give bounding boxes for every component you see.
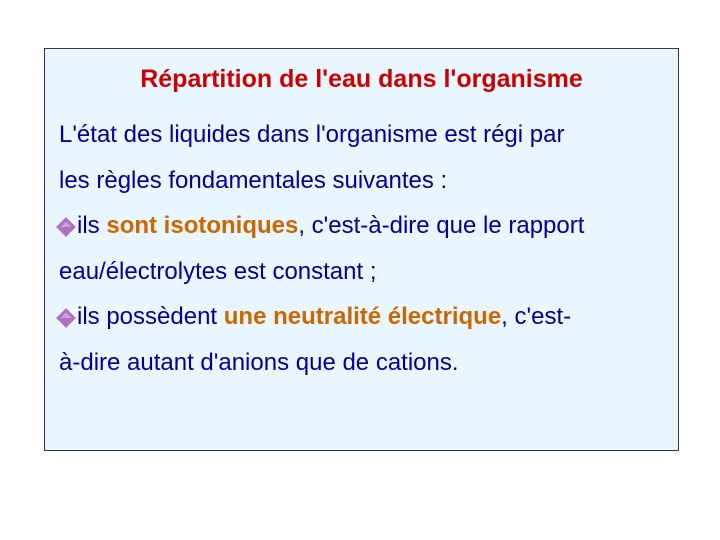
slide-title: Répartition de l'eau dans l'organisme <box>59 65 664 94</box>
bullet-2-line-2: à-dire autant d'anions que de cations. <box>59 340 664 386</box>
bullet-1-line-2: eau/électrolytes est constant ; <box>59 249 664 295</box>
diamond-bullet-icon <box>56 217 76 237</box>
b2-pre: ils possèdent <box>77 303 224 330</box>
b1-emphasis: sont isotoniques <box>106 212 298 239</box>
intro-line-1: L'état des liquides dans l'organisme est… <box>59 112 664 158</box>
bullet-1-line-1: ils sont isotoniques, c'est-à-dire que l… <box>59 203 664 249</box>
b1-pre: ils <box>77 212 106 239</box>
intro-line-2: les règles fondamentales suivantes : <box>59 158 664 204</box>
diamond-bullet-icon <box>56 308 76 328</box>
b2-emphasis: une neutralité électrique <box>224 303 501 330</box>
slide-body: L'état des liquides dans l'organisme est… <box>59 112 664 386</box>
bullet-2-line-1: ils possèdent une neutralité électrique,… <box>59 294 664 340</box>
b1-post: , c'est-à-dire que le rapport <box>298 212 584 239</box>
b2-post: , c'est- <box>501 303 571 330</box>
slide-content-box: Répartition de l'eau dans l'organisme L'… <box>44 48 679 451</box>
